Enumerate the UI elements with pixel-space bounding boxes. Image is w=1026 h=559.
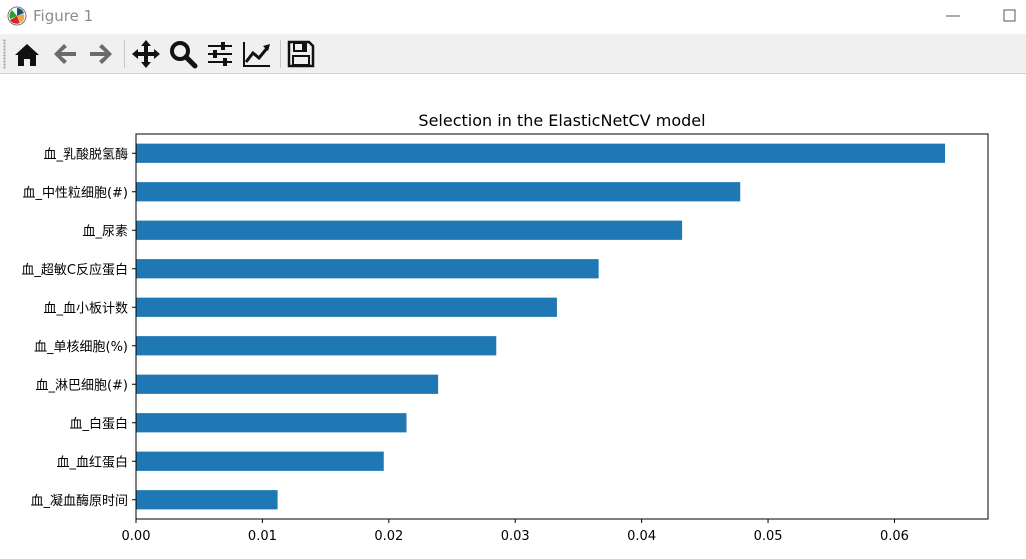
- y-tick-label: 血_单核细胞(%): [34, 340, 128, 355]
- bar: [136, 143, 946, 163]
- y-tick-label: 血_超敏C反应蛋白: [21, 262, 128, 278]
- bar: [136, 451, 384, 471]
- x-tick-label: 0.01: [248, 529, 277, 544]
- axes-frame: [135, 133, 989, 520]
- floppy-disk-icon: [287, 40, 315, 68]
- x-tick-label: 0.06: [880, 529, 909, 544]
- bar: [136, 297, 557, 317]
- x-ticks: 0.00 0.01 0.02 0.03 0.04 0.05 0.06: [122, 519, 909, 544]
- bar: [136, 336, 497, 356]
- bars-group: [136, 143, 946, 510]
- home-icon: [15, 44, 39, 66]
- line-chart-icon: [243, 42, 270, 67]
- bar: [136, 220, 683, 240]
- x-tick-label: 0.00: [122, 529, 151, 544]
- bar-chart[interactable]: Selection in the ElasticNetCV model 血_乳酸…: [0, 74, 1026, 559]
- y-tick-label: 血_中性粒细胞(#): [22, 186, 128, 201]
- minimize-icon[interactable]: [940, 4, 966, 28]
- magnifier-icon: [170, 41, 198, 69]
- navigation-toolbar: [0, 34, 1026, 74]
- toolbar-separator: [280, 40, 281, 68]
- home-button[interactable]: [11, 38, 43, 70]
- x-tick-label: 0.04: [627, 529, 656, 544]
- y-tick-label: 血_淋巴细胞(#): [35, 378, 128, 393]
- forward-button[interactable]: [85, 38, 117, 70]
- pan-button[interactable]: [130, 38, 162, 70]
- arrow-left-icon: [54, 44, 76, 64]
- bar: [136, 490, 278, 510]
- bar: [136, 413, 407, 433]
- window-titlebar: Figure 1: [0, 0, 1026, 33]
- y-tick-label: 血_凝血酶原时间: [30, 493, 128, 509]
- y-tick-label: 血_血红蛋白: [56, 454, 128, 470]
- zoom-button[interactable]: [167, 38, 199, 70]
- window-title: Figure 1: [33, 7, 94, 25]
- x-tick-label: 0.03: [501, 529, 530, 544]
- move-icon: [132, 40, 160, 68]
- matplotlib-logo-icon: [7, 6, 27, 26]
- chart-title: Selection in the ElasticNetCV model: [418, 111, 705, 130]
- configure-subplots-button[interactable]: [204, 38, 236, 70]
- y-tick-label: 血_尿素: [82, 224, 128, 239]
- y-tick-label: 血_血小板计数: [43, 301, 128, 316]
- sliders-icon: [208, 42, 232, 66]
- edit-axis-button[interactable]: [241, 38, 273, 70]
- bar: [136, 374, 439, 394]
- bar: [136, 259, 599, 279]
- x-tick-label: 0.05: [754, 529, 783, 544]
- toolbar-separator: [124, 40, 125, 68]
- arrow-right-icon: [90, 44, 112, 64]
- y-tick-label: 血_乳酸脱氢酶: [43, 146, 128, 162]
- save-button[interactable]: [285, 38, 317, 70]
- y-tick-label: 血_白蛋白: [69, 416, 128, 432]
- toolbar-grip[interactable]: [3, 39, 6, 69]
- maximize-icon[interactable]: [996, 4, 1022, 28]
- bar: [136, 182, 741, 202]
- x-tick-label: 0.02: [374, 529, 403, 544]
- back-button[interactable]: [49, 38, 81, 70]
